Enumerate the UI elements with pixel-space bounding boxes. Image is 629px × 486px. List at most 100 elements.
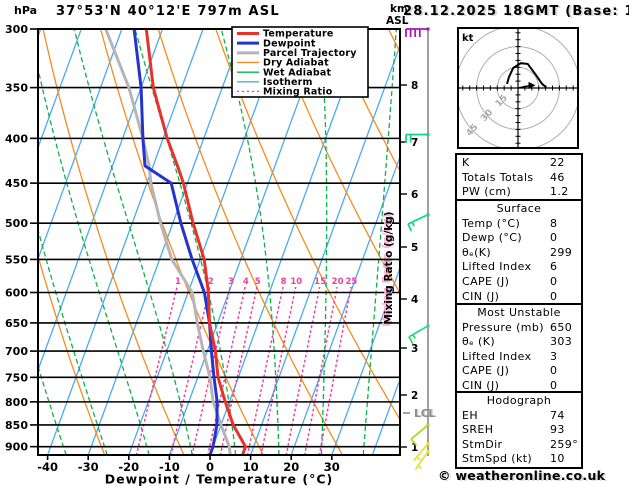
temp-tick-label: -30 — [78, 460, 99, 474]
sounding-curves — [104, 30, 247, 454]
table-row: CAPE (J) 0 — [457, 364, 581, 379]
pressure-tick-label: 300 — [5, 23, 28, 36]
wind-barb — [408, 324, 430, 345]
table-row-label: CIN (J) — [462, 378, 500, 392]
table-row: Lifted Index 6 — [457, 260, 581, 275]
km-tick-label: 6 — [411, 189, 418, 201]
table-row: StmSpd (kt) 10 — [457, 452, 581, 467]
isotherm-line — [290, 157, 399, 454]
hodograph-frame — [457, 27, 579, 149]
table-row-value: 299 — [550, 245, 573, 259]
table-row-label: CAPE (J) — [462, 364, 510, 378]
mixing-ratio-label: 25 — [345, 277, 357, 287]
wind-barb — [407, 213, 430, 232]
temperature-curve — [144, 30, 247, 454]
table-row-value: 650 — [550, 320, 573, 334]
mixing-ratio-labels: 1 2 3 4 5 8 10 15 20 25 — [175, 277, 357, 287]
table-row: K 22 — [457, 156, 581, 171]
table-row-label: Dewp (°C) — [462, 231, 523, 245]
table-row-label: EH — [462, 408, 479, 422]
dry-adiabat-line — [215, 30, 399, 420]
isotherm-line — [39, 30, 82, 147]
table-row-value: 0 — [550, 274, 558, 288]
pressure-tick-label: 550 — [5, 253, 28, 266]
wet-adiabat-line — [73, 30, 193, 454]
wet-adiabat-line — [220, 30, 280, 454]
table-row: Pressure (mb) 650 — [457, 321, 581, 336]
table-row-value: 0 — [550, 364, 558, 378]
isotherm-line — [209, 30, 366, 454]
isotherm-line — [128, 30, 285, 454]
mixing-ratio-axis-label-ghost: Mixing Ratio (g/kg) — [381, 213, 393, 326]
dry-adiabat-line — [330, 30, 399, 171]
pressure-tick-label: 500 — [5, 217, 28, 230]
isotherm-line — [39, 30, 163, 370]
mixing-ratio-axis-label-text: Mixing Ratio (g/kg) — [383, 211, 395, 324]
pressure-tick-label: 850 — [5, 419, 28, 432]
wet-adiabat-line — [39, 231, 108, 454]
table-row-label: StmSpd (kt) — [462, 452, 533, 466]
isotherm-line — [250, 46, 399, 454]
table-row: θₑ (K) 303 — [457, 335, 581, 350]
pressure-tick-label: 600 — [5, 287, 28, 300]
mixing-ratio-line — [260, 287, 297, 454]
pressure-unit-label: hPa — [14, 4, 37, 17]
run-datetime-title: 28.12.2025 18GMT (Base: 18) — [403, 4, 629, 19]
table-row-value: 22 — [550, 156, 565, 169]
table-section-indices: K 22 Totals Totals 46 PW (cm) 1.2 — [455, 153, 583, 204]
mixing-ratio-label: 4 — [243, 277, 249, 287]
table-row-value: 0 — [550, 289, 558, 303]
temp-tick-label: 10 — [243, 460, 259, 474]
table-section-title: Hodograph — [486, 394, 552, 407]
asl-unit-label: ASL — [386, 15, 409, 27]
table-row-label: Lifted Index — [462, 349, 532, 363]
table-row: Dewp (°C) 0 — [457, 231, 581, 246]
plot-frame — [37, 28, 401, 456]
table-section-title: Surface — [496, 202, 542, 215]
table-row-value: 0 — [550, 378, 558, 392]
table-row-value: 8 — [550, 216, 558, 230]
table-row-label: Totals Totals — [462, 170, 534, 184]
dry-adiabat-line — [273, 30, 399, 293]
temp-tick-label: -10 — [159, 460, 180, 474]
table-row: StmDir 259° — [457, 438, 581, 453]
isotherm-line — [331, 268, 399, 454]
wind-barb — [413, 442, 430, 462]
table-row-value: 1.2 — [550, 185, 569, 199]
table-row-value: 74 — [550, 408, 565, 422]
mixing-ratio-label: 1 — [175, 277, 181, 287]
mixing-ratio-line — [170, 287, 211, 454]
storm-motion-arrowhead — [528, 81, 536, 89]
table-row: CIN (J) 0 — [457, 290, 581, 305]
mixing-ratio-label: 8 — [281, 277, 287, 287]
wind-barb-column — [405, 27, 430, 471]
pressure-tick-label: 900 — [5, 441, 28, 454]
mixing-ratio-line — [191, 287, 231, 454]
pressure-tick-label: 750 — [5, 371, 28, 384]
pressure-tick-label: 400 — [5, 132, 28, 145]
wind-barb — [405, 133, 430, 143]
mixing-ratio-line — [219, 287, 258, 454]
table-row-label: K — [462, 156, 470, 169]
table-row: Temp (°C) 8 — [457, 217, 581, 232]
table-row: θₑ(K) 299 — [457, 246, 581, 261]
mixing-ratio-line — [304, 287, 338, 454]
hodograph-unit-label: kt — [462, 33, 474, 44]
pressure-tick-label: 450 — [5, 177, 28, 190]
table-section-most-unstable: Most Unstable Pressure (mb) 650 θₑ (K) 303 Li… — [455, 303, 583, 396]
lcl-label: LCL — [414, 408, 435, 420]
x-axis-title: Dewpoint / Temperature (°C) — [105, 472, 333, 486]
table-section-hodograph: Hodograph EH 74 SREH 93 StmDir 259° StmSpd (kt)… — [455, 391, 583, 469]
isotherm-line — [372, 380, 399, 454]
wind-barb — [414, 450, 430, 471]
temp-tick-label: -20 — [118, 460, 139, 474]
mixing-ratio-line — [207, 287, 246, 454]
dry-adiabat-line — [42, 30, 185, 454]
watermark: © weatheronline.co.uk — [438, 468, 606, 483]
km-unit-label: km — [390, 3, 408, 15]
legend-item-label: Dry Adiabat — [263, 58, 329, 69]
table-row-label: CAPE (J) — [462, 274, 510, 288]
